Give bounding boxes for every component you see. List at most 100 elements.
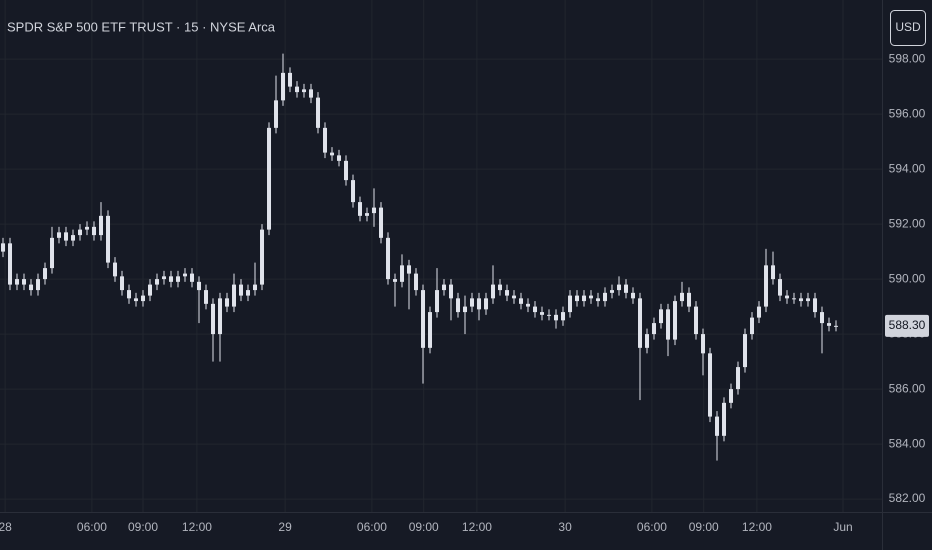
candle-body xyxy=(666,309,671,340)
candle-body xyxy=(582,295,587,302)
candle-body xyxy=(554,314,559,321)
candle-body xyxy=(323,127,328,153)
candle-body xyxy=(344,160,349,181)
candle-body xyxy=(316,97,321,128)
candle-body xyxy=(456,298,461,313)
candle-body xyxy=(197,281,202,291)
candle-body xyxy=(442,284,447,291)
candle-body xyxy=(358,202,363,216)
x-tick-label: 29 xyxy=(278,520,292,534)
candle-body xyxy=(484,298,489,310)
x-tick-label: 09:00 xyxy=(689,520,719,534)
last-price-box xyxy=(885,314,929,337)
candle-body xyxy=(78,229,83,236)
candle-body xyxy=(526,303,531,307)
candle-body xyxy=(43,268,48,280)
x-tick-label: 06:00 xyxy=(357,520,387,534)
candle-body xyxy=(561,312,566,321)
candle-body xyxy=(365,213,370,216)
candle-body xyxy=(785,295,790,299)
candle-body xyxy=(204,290,209,304)
candle-body xyxy=(29,284,34,291)
candle-body xyxy=(505,290,510,296)
candle-body xyxy=(449,284,454,299)
candle-body xyxy=(463,306,468,313)
candle-body xyxy=(309,89,314,98)
candle-body xyxy=(617,284,622,291)
y-tick-label: 594.00 xyxy=(889,161,926,175)
candle-body xyxy=(246,290,251,296)
candle-body xyxy=(36,279,41,291)
candle-body xyxy=(253,284,258,291)
candle-body xyxy=(512,295,517,299)
candle-body xyxy=(393,279,398,282)
x-tick-label: 12:00 xyxy=(742,520,772,534)
candle-body xyxy=(176,276,181,282)
candle-body xyxy=(729,389,734,403)
candle-body xyxy=(589,295,594,299)
candle-body xyxy=(148,284,153,296)
candle-body xyxy=(372,207,377,214)
candle-body xyxy=(778,279,783,296)
chart-title: SPDR S&P 500 ETF TRUST · 15 · NYSE Arca xyxy=(7,19,276,34)
candle-body xyxy=(120,276,125,291)
candle-body xyxy=(274,100,279,128)
currency-button[interactable] xyxy=(890,10,926,46)
candle-body xyxy=(400,265,405,282)
candle-body xyxy=(547,314,552,316)
candle-body xyxy=(603,292,608,302)
candle-body xyxy=(281,72,286,101)
candle-body xyxy=(1,243,6,252)
candle-body xyxy=(407,265,412,274)
candle-body xyxy=(645,334,650,348)
y-tick-label: 586.00 xyxy=(889,381,926,395)
candle-body xyxy=(169,276,174,282)
y-tick-label: 592.00 xyxy=(889,216,926,230)
candle-body xyxy=(596,298,601,302)
candle-body xyxy=(736,367,741,390)
candle-body xyxy=(435,290,440,313)
x-tick-label: 12:00 xyxy=(182,520,212,534)
candle-body xyxy=(757,306,762,318)
x-tick-label: 06:00 xyxy=(77,520,107,534)
candle-body xyxy=(806,298,811,302)
candle-body xyxy=(477,298,482,310)
candle-body xyxy=(722,402,727,436)
candle-body xyxy=(141,295,146,302)
x-tick-label: 12:00 xyxy=(462,520,492,534)
candle-body xyxy=(701,334,706,354)
candle-body xyxy=(659,309,664,324)
y-tick-label: 590.00 xyxy=(889,271,926,285)
candle-body xyxy=(64,232,69,241)
y-tick-label: 582.00 xyxy=(889,491,926,505)
currency-label[interactable]: USD xyxy=(895,20,921,34)
x-tick-label: 30 xyxy=(558,520,572,534)
candle-body xyxy=(540,312,545,315)
candle-body xyxy=(155,279,160,285)
candle-body xyxy=(820,312,825,324)
candle-body xyxy=(631,292,636,299)
candle-body xyxy=(15,279,20,285)
candle-body xyxy=(498,284,503,291)
candle-body xyxy=(421,290,426,348)
candle-body xyxy=(680,292,685,302)
candle-body xyxy=(771,265,776,280)
candle-body xyxy=(799,298,804,302)
candle-body xyxy=(218,298,223,335)
candle-body xyxy=(414,273,419,291)
x-tick-label: Jun xyxy=(833,520,852,534)
candle-body xyxy=(519,298,524,304)
candle-body xyxy=(687,292,692,307)
candle-body xyxy=(232,284,237,307)
candle-body xyxy=(267,127,272,230)
candle-body xyxy=(834,325,839,327)
candle-body xyxy=(92,226,97,236)
y-tick-label: 584.00 xyxy=(889,436,926,450)
x-tick-label: 09:00 xyxy=(409,520,439,534)
candle-body xyxy=(127,290,132,299)
candle-body xyxy=(351,180,356,203)
candle-body xyxy=(575,295,580,302)
candle-body xyxy=(386,237,391,280)
candle-body xyxy=(22,279,27,285)
